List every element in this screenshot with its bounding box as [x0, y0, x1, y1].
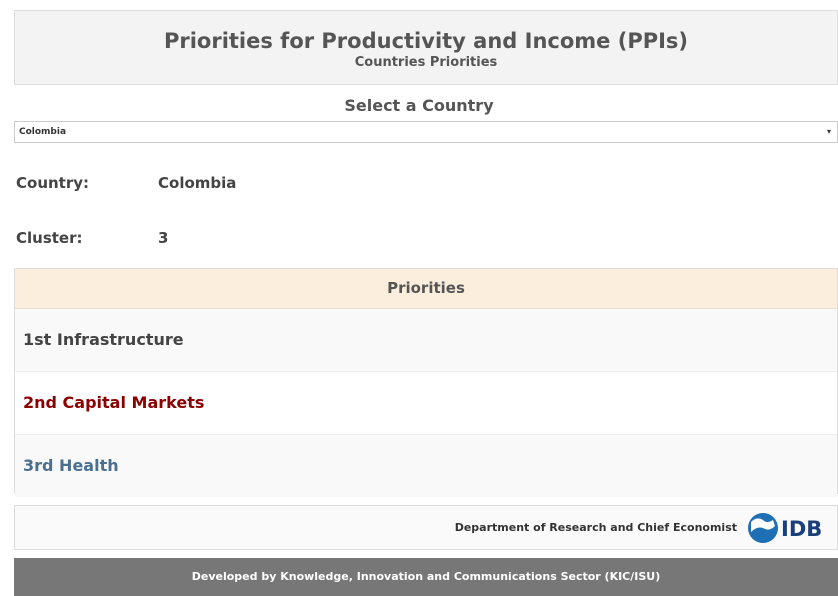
- header: Priorities for Productivity and Income (…: [14, 10, 838, 85]
- credits-bar: Developed by Knowledge, Innovation and C…: [14, 558, 838, 596]
- logo-text: IDB: [781, 517, 822, 541]
- priorities-table: Priorities 1st Infrastructure 2nd Capita…: [14, 268, 838, 497]
- priority-row: 1st Infrastructure: [15, 309, 837, 372]
- priority-row: 3rd Health: [15, 435, 837, 497]
- footer: Department of Research and Chief Economi…: [14, 505, 838, 550]
- table-header: Priorities: [15, 269, 837, 309]
- title: Priorities for Productivity and Income (…: [163, 29, 689, 53]
- country-label: Country:: [16, 174, 90, 192]
- priority-row: 2nd Capital Markets: [15, 372, 837, 435]
- logo-shape: [751, 518, 775, 532]
- country-value: Colombia: [158, 174, 237, 192]
- dropdown-arrow: ▾: [826, 127, 831, 136]
- cluster-label: Cluster:: [16, 229, 83, 247]
- subtitle: Countries Priorities: [354, 55, 498, 70]
- cluster-value: 3: [158, 229, 169, 247]
- select-label: Select a Country: [344, 96, 494, 115]
- country-select[interactable]: Colombia ▾: [14, 121, 838, 143]
- department: Department of Research and Chief Economi…: [454, 521, 737, 534]
- idb-logo: IDB: [748, 513, 822, 543]
- select-value: Colombia: [19, 127, 67, 137]
